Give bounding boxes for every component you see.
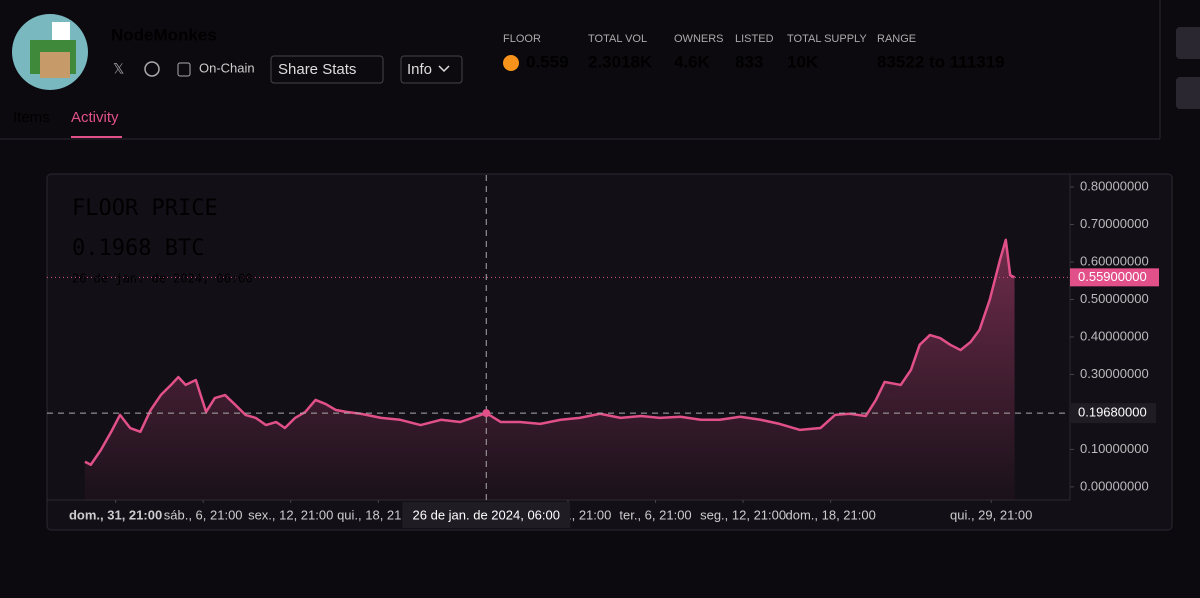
crosshair-y-tag: [1070, 403, 1156, 424]
stat-value: 83522 to 111319: [877, 52, 1005, 71]
x-tick-label: sáb., 6, 21:00: [164, 507, 243, 522]
stat-value: 833: [735, 52, 763, 71]
tab-active[interactable]: Activity: [71, 109, 119, 126]
x-tick-label: sex., 12, 21:00: [248, 507, 333, 522]
y-tick-label: 0.80000000: [1080, 178, 1149, 193]
avatar-art: [40, 52, 70, 78]
chain-icon: [177, 62, 191, 77]
stat-value: 4.6K: [674, 52, 711, 71]
x-tick-label: dom., 18, 21:00: [785, 507, 875, 522]
x-tick-label: seg., 12, 21:00: [700, 507, 786, 522]
stat-value: 2.3018K: [588, 52, 653, 71]
sidebar-button[interactable]: [1176, 27, 1200, 59]
y-tick-label: 0.70000000: [1080, 216, 1149, 231]
share-label[interactable]: Share Stats: [278, 61, 356, 78]
on-chain-link[interactable]: On-Chain: [199, 60, 255, 75]
stat-label: RANGE: [877, 33, 916, 45]
stats: FLOOR 0.559 TOTAL VOL 2.3018K OWNERS 4.6K LIST…: [503, 33, 1005, 72]
crosshair-x-label: 26 de jan. de 2024, 06:00: [413, 507, 560, 522]
collection-name: NodeMonkes: [111, 25, 217, 44]
y-tick-label: 0.50000000: [1080, 291, 1149, 306]
last-price-label: 0.55900000: [1078, 269, 1147, 284]
web-icon[interactable]: [144, 61, 160, 77]
tab[interactable]: Items: [13, 109, 50, 126]
last-price-tag: [1070, 268, 1159, 287]
stat-value: 0.559: [526, 52, 569, 71]
chevron: [438, 65, 450, 73]
crosshair-date: 26 de jan. de 2024, 06:00: [72, 272, 253, 286]
chart-title: FLOOR PRICE: [72, 196, 218, 221]
stat-label: OWNERS: [674, 33, 724, 45]
area: [84, 239, 1015, 501]
x-tick-label: qui., 18, 21:00: [337, 507, 419, 522]
btc-icon: [503, 55, 519, 71]
stat-label: FLOOR: [503, 33, 541, 45]
current-value: 0.1968 BTC: [72, 236, 204, 261]
stat-value: 10K: [787, 52, 819, 71]
stat-label: TOTAL VOL: [588, 33, 647, 45]
x-tick-label: ter., 6, 21:00: [619, 507, 691, 522]
y-tick-label: 0.10000000: [1080, 441, 1149, 456]
y-tick-label: 0.40000000: [1080, 328, 1149, 343]
crosshair-point: [482, 409, 491, 418]
y-tick-label: 0.00000000: [1080, 478, 1149, 493]
x-tick-label: qui., 29, 21:00: [950, 507, 1032, 522]
share-button[interactable]: [270, 55, 384, 84]
line: [84, 238, 1016, 467]
plot: 0.000000000.100000000.200000000.30000000…: [47, 175, 1159, 528]
y-tick-label: 0.30000000: [1080, 366, 1149, 381]
x-tick-label: dom., 31, 21:00: [69, 507, 162, 522]
sidebar-button[interactable]: [1176, 77, 1200, 109]
stat-label: TOTAL SUPPLY: [787, 33, 867, 45]
y-tick-label: 0.60000000: [1080, 253, 1149, 268]
x-icon[interactable]: 𝕏: [113, 61, 124, 77]
info-label[interactable]: Info: [407, 61, 432, 78]
crosshair-x-tag: [402, 502, 571, 528]
crosshair-y-label: 0.19680000: [1078, 405, 1147, 420]
stat-label: LISTED: [735, 33, 774, 45]
info-button[interactable]: [400, 55, 463, 84]
avatar-art: [52, 22, 70, 40]
